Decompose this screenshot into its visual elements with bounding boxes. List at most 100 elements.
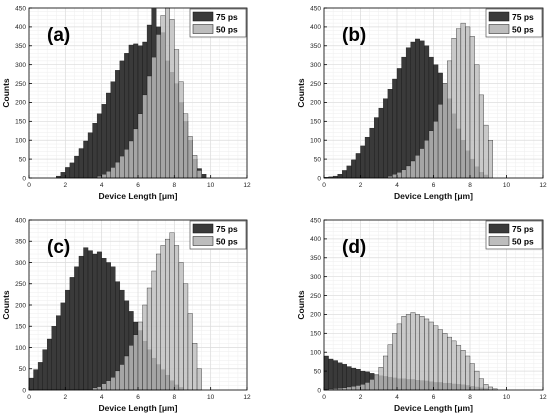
legend-entry: 75 ps bbox=[216, 12, 238, 22]
y-tick-label: 100 bbox=[15, 345, 26, 352]
histogram-bar bbox=[451, 38, 457, 179]
histogram-bar bbox=[65, 167, 71, 179]
x-axis-label: Device Length [μm] bbox=[99, 191, 178, 201]
histogram-bar bbox=[474, 64, 480, 179]
legend-entry: 75 ps bbox=[512, 12, 534, 22]
histogram-bar bbox=[469, 36, 475, 179]
histogram-bar bbox=[437, 329, 443, 391]
x-tick-label: 2 bbox=[359, 182, 363, 189]
x-tick-label: 6 bbox=[136, 182, 140, 189]
histogram-bar bbox=[355, 153, 361, 179]
histogram-bar bbox=[483, 124, 489, 179]
histogram-bar bbox=[124, 149, 130, 179]
x-axis-label: Device Length [μm] bbox=[99, 403, 178, 413]
x-tick-label: 10 bbox=[207, 394, 215, 401]
y-tick-label: 400 bbox=[15, 217, 26, 224]
histogram-bar bbox=[106, 92, 111, 179]
y-tick-label: 100 bbox=[310, 350, 321, 357]
histogram-bar bbox=[183, 283, 189, 391]
y-tick-label: 450 bbox=[15, 5, 26, 12]
histogram-bar bbox=[415, 155, 420, 179]
histogram-bar bbox=[83, 140, 89, 179]
histogram-bar bbox=[128, 140, 134, 179]
histogram-bar bbox=[456, 28, 462, 179]
histogram-bar bbox=[405, 314, 411, 391]
histogram-bar bbox=[337, 362, 343, 391]
histogram-bar bbox=[328, 358, 334, 391]
histogram-bar bbox=[87, 132, 93, 179]
legend: 75 ps 50 ps bbox=[189, 220, 247, 250]
histogram-panel: 0 2 4 6 8 10 12 0 50 100 150 200 250 300 350 400 450 Devi… bbox=[1, 5, 251, 201]
y-tick-label: 300 bbox=[15, 62, 26, 69]
histogram-bar bbox=[387, 89, 393, 179]
histogram-bar bbox=[405, 165, 411, 179]
legend: 75 ps 50 ps bbox=[189, 8, 247, 38]
y-tick-label: 0 bbox=[317, 175, 321, 182]
legend-entry: 50 ps bbox=[216, 25, 238, 35]
histogram-bar bbox=[110, 167, 116, 179]
histogram-bar bbox=[69, 162, 75, 179]
histogram-bar bbox=[433, 121, 439, 179]
histogram-bar bbox=[183, 113, 189, 179]
histogram-bar bbox=[160, 15, 166, 179]
histogram-bar bbox=[74, 266, 80, 391]
histogram-bar bbox=[137, 321, 143, 391]
histogram-bar bbox=[342, 364, 347, 391]
x-tick-label: 4 bbox=[395, 182, 399, 189]
histogram-bar bbox=[160, 245, 166, 391]
y-tick-label: 300 bbox=[310, 62, 321, 69]
y-tick-label: 350 bbox=[310, 43, 321, 50]
x-tick-label: 10 bbox=[503, 394, 511, 401]
y-tick-label: 150 bbox=[15, 119, 26, 126]
legend: 75 ps 50 ps bbox=[485, 8, 543, 38]
histogram-bar bbox=[337, 174, 343, 179]
x-tick-label: 2 bbox=[64, 182, 68, 189]
y-tick-label: 400 bbox=[310, 236, 321, 243]
x-tick-label: 8 bbox=[468, 394, 472, 401]
y-tick-label: 200 bbox=[310, 100, 321, 107]
y-axis-label: Counts bbox=[1, 290, 11, 320]
histogram-bar bbox=[351, 159, 357, 179]
histogram-bar bbox=[478, 378, 484, 391]
y-tick-label: 250 bbox=[15, 81, 26, 88]
histogram-bar bbox=[106, 262, 111, 391]
histogram-bar bbox=[351, 386, 357, 391]
histogram-bar bbox=[174, 245, 180, 391]
histogram-bar bbox=[415, 314, 420, 391]
histogram-bar bbox=[383, 355, 389, 391]
histogram-bar bbox=[74, 155, 80, 179]
histogram-bar bbox=[42, 349, 48, 391]
histogram-bar bbox=[437, 104, 443, 179]
histogram-bar bbox=[465, 26, 471, 179]
histogram-bar bbox=[146, 75, 152, 179]
histogram-bar bbox=[460, 22, 466, 179]
histogram-bar bbox=[401, 316, 407, 391]
x-tick-label: 2 bbox=[64, 394, 68, 401]
histogram-bar bbox=[115, 70, 121, 179]
histogram-bar bbox=[178, 262, 184, 391]
y-tick-label: 350 bbox=[15, 239, 26, 246]
x-tick-label: 10 bbox=[207, 182, 215, 189]
y-tick-label: 250 bbox=[310, 293, 321, 300]
histogram-bar bbox=[187, 136, 193, 179]
histogram-bar bbox=[424, 140, 430, 179]
histogram-bar bbox=[392, 174, 398, 179]
histogram-bar bbox=[460, 350, 466, 391]
x-tick-label: 12 bbox=[539, 182, 547, 189]
y-tick-label: 450 bbox=[310, 217, 321, 224]
legend-entry: 50 ps bbox=[512, 25, 534, 35]
legend-swatch bbox=[488, 236, 510, 246]
y-tick-label: 150 bbox=[310, 119, 321, 126]
histogram-bar bbox=[33, 369, 39, 391]
histogram-bar bbox=[360, 145, 366, 179]
histogram-bar bbox=[37, 362, 43, 391]
histogram-bar bbox=[346, 366, 352, 391]
y-tick-label: 50 bbox=[314, 156, 322, 163]
y-tick-label: 200 bbox=[310, 312, 321, 319]
histogram-bar bbox=[142, 94, 148, 179]
panel-label: (b) bbox=[342, 25, 366, 46]
x-tick-label: 8 bbox=[173, 182, 177, 189]
histogram-bar bbox=[396, 323, 402, 391]
x-tick-label: 6 bbox=[136, 394, 140, 401]
histogram-bar bbox=[401, 169, 407, 179]
